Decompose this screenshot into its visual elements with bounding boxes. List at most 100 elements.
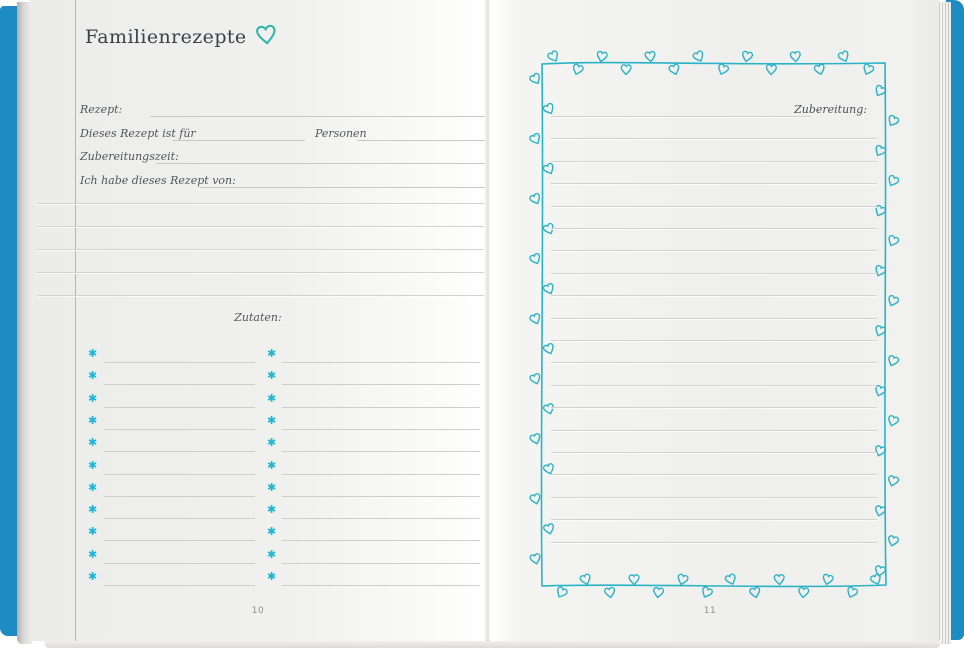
serves-field-line bbox=[173, 140, 305, 141]
right-page: Zubereitung: 11 bbox=[490, 0, 939, 641]
notes-line bbox=[37, 295, 484, 296]
asterisk-icon: ✱ bbox=[88, 570, 98, 583]
ingredient-line bbox=[104, 473, 255, 475]
ingredient-line bbox=[282, 540, 480, 542]
ingredient-line bbox=[104, 562, 255, 564]
asterisk-icon: ✱ bbox=[267, 436, 277, 450]
prep-time-label: Zubereitungszeit: bbox=[80, 150, 179, 163]
asterisk-icon: ✱ bbox=[88, 391, 98, 405]
asterisk-icon: ✱ bbox=[267, 369, 277, 383]
prep-time-field-line bbox=[156, 163, 485, 164]
margin-line bbox=[75, 0, 76, 641]
ingredient-line bbox=[104, 495, 255, 497]
asterisk-icon: ✱ bbox=[267, 525, 277, 539]
asterisk-icon: ✱ bbox=[267, 547, 277, 561]
preparation-line bbox=[551, 250, 877, 252]
preparation-line bbox=[551, 384, 877, 386]
book-gutter bbox=[484, 0, 491, 641]
ingredient-line bbox=[104, 428, 255, 430]
heart-vine-border bbox=[528, 49, 900, 600]
ingredient-line bbox=[282, 473, 480, 475]
preparation-line bbox=[551, 429, 877, 431]
ingredient-row: ✱ ✱ bbox=[30, 368, 486, 390]
recipe-field-line bbox=[150, 116, 485, 117]
ingredient-line bbox=[104, 585, 255, 586]
preparation-label: Zubereitung: bbox=[794, 103, 867, 116]
source-field-line bbox=[200, 187, 485, 188]
ingredient-row: ✱ ✱ bbox=[30, 413, 486, 435]
notes-line bbox=[37, 203, 484, 204]
preparation-line bbox=[551, 541, 877, 543]
border-frame-line bbox=[540, 61, 887, 588]
asterisk-icon: ✱ bbox=[88, 458, 98, 472]
page-number-left: 10 bbox=[251, 606, 265, 616]
asterisk-icon: ✱ bbox=[267, 480, 277, 494]
asterisk-icon: ✱ bbox=[88, 347, 98, 360]
ingredient-line bbox=[282, 495, 480, 497]
ingredient-line bbox=[282, 362, 480, 363]
ingredient-line bbox=[104, 384, 255, 386]
page-edges-bottom bbox=[45, 640, 940, 648]
page-number-right: 11 bbox=[703, 606, 717, 616]
ingredients-list: ✱ ✱ ✱ ✱ ✱ ✱ ✱ ✱ ✱ ✱ ✱ ✱ ✱ ✱ ✱ ✱ ✱ ✱ ✱ ✱ ✱ ✱ bbox=[30, 346, 486, 596]
ingredient-line bbox=[104, 451, 255, 453]
preparation-line bbox=[551, 407, 877, 409]
page-title-text: Familienrezepte bbox=[85, 26, 247, 48]
asterisk-icon: ✱ bbox=[88, 525, 98, 539]
heart-outline-icon bbox=[255, 24, 276, 45]
ingredient-line bbox=[104, 406, 255, 408]
notes-lines bbox=[30, 203, 486, 303]
preparation-line bbox=[551, 340, 877, 341]
ingredient-row: ✱ ✱ bbox=[30, 547, 486, 569]
ingredient-row: ✱ ✱ bbox=[30, 524, 486, 546]
ingredient-line bbox=[282, 451, 480, 453]
preparation-line bbox=[551, 474, 877, 476]
notes-line bbox=[37, 249, 484, 250]
asterisk-icon: ✱ bbox=[88, 480, 98, 494]
preparation-line bbox=[551, 138, 877, 140]
preparation-line bbox=[551, 452, 877, 453]
ingredient-line bbox=[282, 406, 480, 408]
asterisk-icon: ✱ bbox=[267, 347, 277, 360]
ingredient-row: ✱ ✱ bbox=[30, 391, 486, 413]
asterisk-icon: ✱ bbox=[88, 503, 98, 517]
preparation-line bbox=[551, 272, 877, 274]
asterisk-icon: ✱ bbox=[88, 369, 98, 383]
ingredient-line bbox=[104, 518, 255, 520]
asterisk-icon: ✱ bbox=[88, 436, 98, 450]
preparation-line bbox=[551, 317, 877, 319]
ingredient-row: ✱ ✱ bbox=[30, 480, 486, 502]
book-cover-left bbox=[0, 6, 19, 636]
asterisk-icon: ✱ bbox=[267, 413, 277, 427]
asterisk-icon: ✱ bbox=[88, 547, 98, 561]
preparation-line bbox=[551, 160, 877, 162]
serves-unit-field-line bbox=[357, 140, 485, 141]
ingredient-line bbox=[282, 562, 480, 564]
page-title: Familienrezepte bbox=[85, 24, 277, 48]
asterisk-icon: ✱ bbox=[267, 503, 277, 517]
ingredient-line bbox=[282, 585, 480, 586]
preparation-line bbox=[551, 519, 877, 521]
serves-label: Dieses Rezept ist für bbox=[80, 127, 196, 140]
ingredient-line bbox=[282, 428, 480, 430]
ingredients-heading: Zutaten: bbox=[234, 311, 282, 324]
serves-unit-label: Personen bbox=[315, 127, 367, 140]
preparation-line bbox=[551, 183, 877, 185]
notes-line bbox=[37, 226, 484, 227]
ingredient-row: ✱ ✱ bbox=[30, 502, 486, 524]
preparation-line bbox=[551, 496, 877, 498]
preparation-lines bbox=[490, 116, 939, 556]
ingredient-row: ✱ ✱ bbox=[30, 569, 486, 591]
ingredient-line bbox=[282, 384, 480, 386]
ingredient-row: ✱ ✱ bbox=[30, 458, 486, 480]
ingredient-line bbox=[104, 540, 255, 542]
asterisk-icon: ✱ bbox=[88, 413, 98, 427]
ingredient-row: ✱ ✱ bbox=[30, 346, 486, 368]
page-edges-left bbox=[17, 2, 32, 644]
asterisk-icon: ✱ bbox=[267, 570, 277, 583]
left-page: Familienrezepte Rezept: Dieses Rezept is… bbox=[30, 0, 486, 641]
ingredient-row: ✱ ✱ bbox=[30, 435, 486, 457]
preparation-line bbox=[551, 295, 877, 297]
source-label: Ich habe dieses Rezept von: bbox=[80, 174, 236, 187]
asterisk-icon: ✱ bbox=[267, 458, 277, 472]
